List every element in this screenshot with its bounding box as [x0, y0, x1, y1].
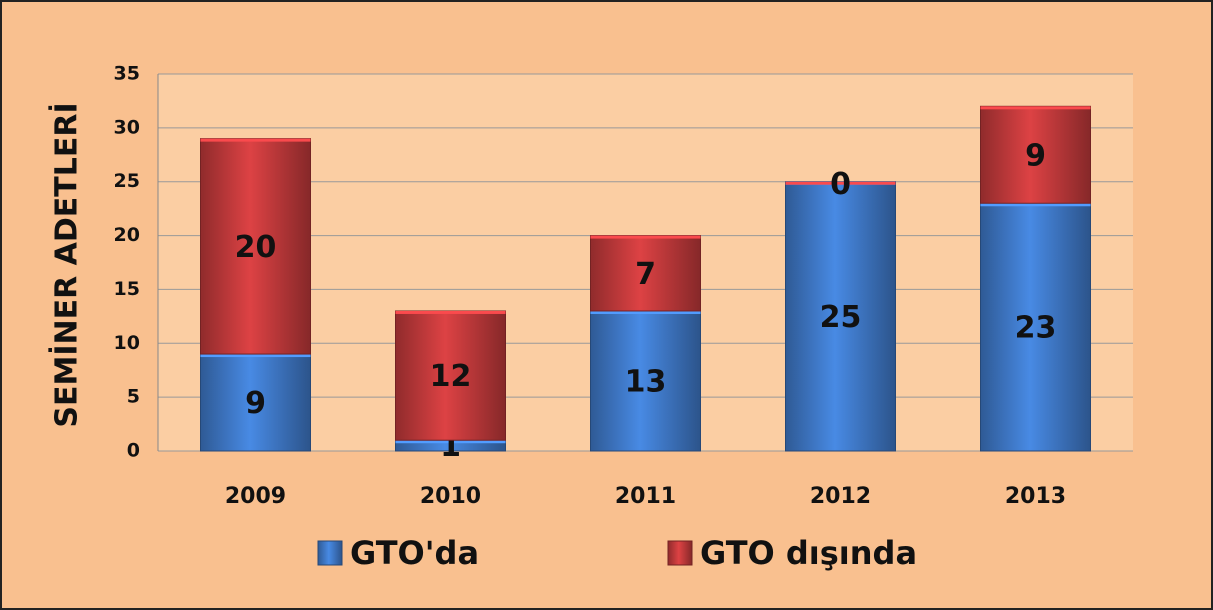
- bar-segment: [980, 105, 1091, 204]
- bar-segment: [590, 235, 701, 312]
- data-label: 9: [1025, 138, 1046, 173]
- legend-swatch: [317, 540, 343, 566]
- bar-top-edge: [590, 235, 701, 239]
- data-label: 13: [625, 364, 667, 399]
- data-label: 12: [430, 359, 472, 394]
- bar-top-edge: [200, 354, 311, 358]
- y-tick-label: 10: [114, 332, 140, 354]
- bar-segment: [200, 353, 311, 452]
- x-tick-label: 2012: [810, 484, 871, 509]
- y-tick-label: 35: [114, 63, 140, 85]
- bar-top-edge: [395, 440, 506, 444]
- x-tick-label: 2013: [1005, 484, 1066, 509]
- y-tick-label: 30: [114, 116, 140, 138]
- bar-top-edge: [200, 138, 311, 142]
- bar-segment: [590, 310, 701, 452]
- y-tick-label: 5: [127, 386, 140, 408]
- bar-top-edge: [785, 181, 896, 185]
- x-tick-label: 2009: [225, 484, 286, 509]
- legend-swatch: [667, 540, 693, 566]
- legend-label: GTO dışında: [700, 534, 917, 572]
- bar-top-edge: [590, 310, 701, 314]
- bar-segment: [785, 181, 896, 452]
- bar-segment: [200, 138, 311, 355]
- y-axis-title: SEMİNER ADETLERİ: [49, 102, 85, 427]
- data-label: 0: [830, 167, 851, 202]
- y-tick-label: 0: [127, 440, 140, 462]
- y-tick-label: 25: [114, 170, 140, 192]
- bar-top-edge: [980, 203, 1091, 207]
- bar-top-edge: [395, 310, 506, 314]
- bar-segment: [395, 310, 506, 441]
- legend-label: GTO'da: [350, 534, 479, 572]
- y-tick-label: 15: [114, 278, 140, 300]
- data-label: 25: [820, 300, 862, 335]
- y-tick-label: 20: [114, 224, 140, 246]
- bar-top-edge: [980, 106, 1091, 110]
- x-tick-label: 2010: [420, 484, 481, 509]
- data-label: 9: [245, 386, 266, 421]
- data-label: 20: [235, 230, 277, 265]
- x-tick-label: 2011: [615, 484, 676, 509]
- bar-segment: [980, 202, 1091, 452]
- data-label: 23: [1015, 311, 1057, 346]
- data-label: 7: [635, 257, 656, 292]
